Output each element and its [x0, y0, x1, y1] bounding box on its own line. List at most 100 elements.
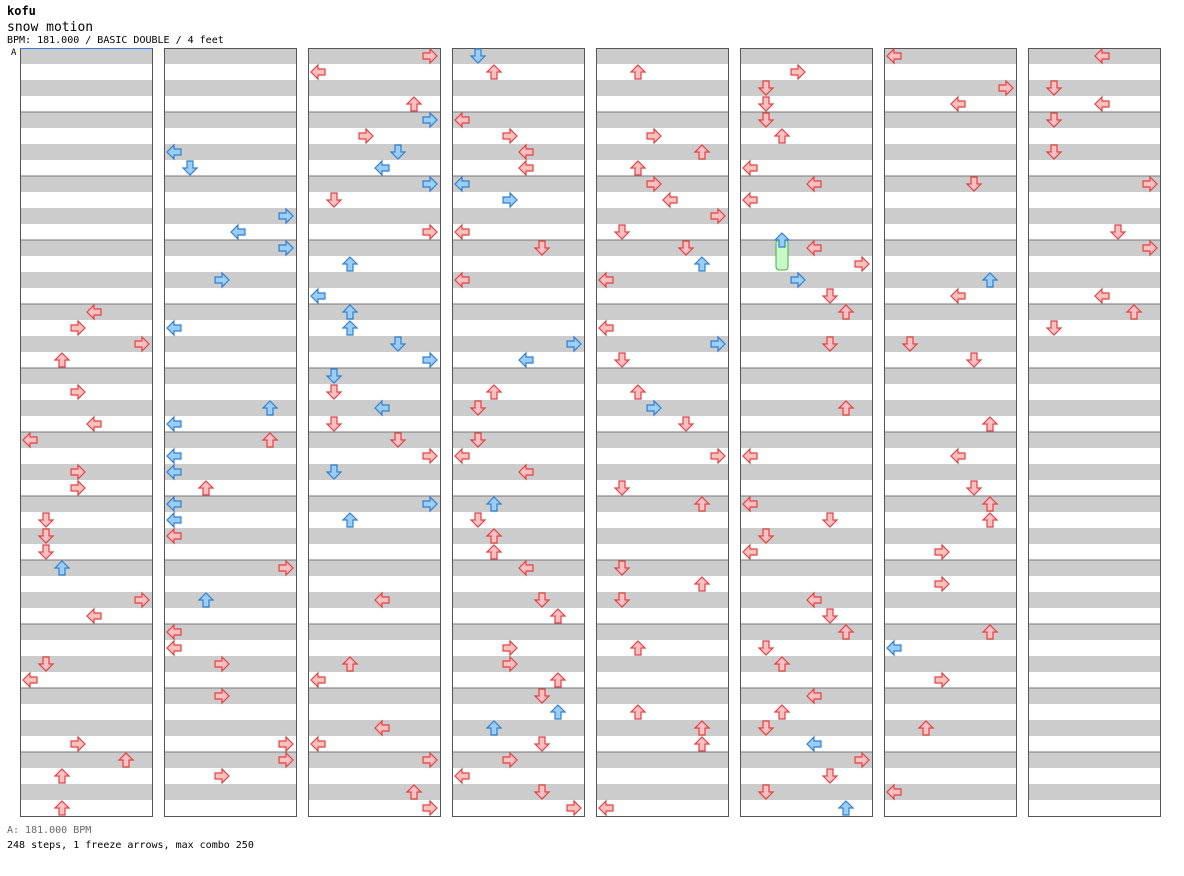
- step-arrow: [566, 335, 582, 353]
- step-arrow: [422, 495, 438, 513]
- step-arrow: [261, 432, 279, 448]
- step-arrow: [677, 240, 695, 256]
- step-arrow: [742, 495, 758, 513]
- step-arrow: [598, 271, 614, 289]
- step-arrow: [422, 351, 438, 369]
- stripe-row: [596, 336, 728, 352]
- stripe-row: [884, 240, 1016, 256]
- stripe-row: [740, 528, 872, 544]
- step-arrow: [773, 656, 791, 672]
- stripe-row: [308, 208, 440, 224]
- stripe-row: [596, 624, 728, 640]
- step-arrow: [454, 223, 470, 241]
- stripe-row: [596, 528, 728, 544]
- step-arrow: [230, 223, 246, 241]
- step-arrow: [53, 352, 71, 368]
- stripe-row: [1028, 368, 1160, 384]
- stripe-row: [164, 240, 296, 256]
- stripe-row: [1028, 304, 1160, 320]
- step-arrow: [469, 48, 487, 64]
- stripe-row: [452, 240, 584, 256]
- stripe-row: [740, 784, 872, 800]
- step-arrow: [214, 767, 230, 785]
- step-arrow: [742, 543, 758, 561]
- step-arrow: [469, 512, 487, 528]
- step-arrow: [341, 304, 359, 320]
- artist-name: kofu: [7, 4, 36, 18]
- stripe-row: [308, 400, 440, 416]
- stripe-row: [308, 240, 440, 256]
- step-arrow: [405, 96, 423, 112]
- step-arrow: [1109, 224, 1127, 240]
- step-arrow: [37, 528, 55, 544]
- step-arrow: [854, 255, 870, 273]
- stripe-row: [20, 528, 152, 544]
- stripe-row: [884, 752, 1016, 768]
- step-arrow: [886, 783, 902, 801]
- step-arrow: [358, 127, 374, 145]
- step-arrow: [518, 559, 534, 577]
- step-arrow: [613, 592, 631, 608]
- stripe-row: [884, 304, 1016, 320]
- step-arrow: [422, 47, 438, 65]
- stripe-row: [1028, 432, 1160, 448]
- stripe-row: [596, 48, 728, 64]
- step-arrow: [197, 480, 215, 496]
- step-arrow: [1094, 95, 1110, 113]
- step-arrow: [53, 560, 71, 576]
- stripe-row: [452, 560, 584, 576]
- stripe-row: [308, 144, 440, 160]
- stripe-row: [884, 176, 1016, 192]
- step-arrow: [422, 447, 438, 465]
- stripe-row: [452, 688, 584, 704]
- step-arrow: [166, 463, 182, 481]
- stripe-row: [740, 752, 872, 768]
- stripe-row: [884, 208, 1016, 224]
- step-arrow: [1142, 175, 1158, 193]
- step-arrow: [341, 256, 359, 272]
- stripe-row: [1028, 720, 1160, 736]
- stripe-row: [452, 272, 584, 288]
- step-arrow: [821, 336, 839, 352]
- step-arrow: [278, 735, 294, 753]
- step-arrow: [518, 143, 534, 161]
- stripe-row: [20, 208, 152, 224]
- stripe-row: [884, 464, 1016, 480]
- stripe-row: [308, 432, 440, 448]
- step-arrow: [454, 447, 470, 465]
- step-arrow: [629, 384, 647, 400]
- stripe-row: [596, 80, 728, 96]
- stripe-row: [884, 80, 1016, 96]
- stripe-row: [164, 464, 296, 480]
- step-arrow: [214, 655, 230, 673]
- stripe-row: [1028, 496, 1160, 512]
- stripe-row: [884, 336, 1016, 352]
- step-arrow: [981, 272, 999, 288]
- step-arrow: [981, 496, 999, 512]
- step-arrow: [86, 607, 102, 625]
- stripe-row: [308, 112, 440, 128]
- stripe-row: [20, 48, 152, 64]
- step-arrow: [710, 207, 726, 225]
- step-arrow: [806, 735, 822, 753]
- step-arrow: [374, 591, 390, 609]
- stripe-row: [596, 496, 728, 512]
- stripe-row: [308, 336, 440, 352]
- step-arrow: [629, 704, 647, 720]
- step-arrow: [37, 544, 55, 560]
- stripe-row: [596, 400, 728, 416]
- stripe-row: [740, 80, 872, 96]
- stripe-row: [452, 336, 584, 352]
- step-arrow: [693, 256, 711, 272]
- stripe-row: [164, 112, 296, 128]
- step-arrow: [821, 288, 839, 304]
- step-arrow: [934, 671, 950, 689]
- stripe-row: [884, 560, 1016, 576]
- step-arrow: [1094, 287, 1110, 305]
- stripe-row: [884, 144, 1016, 160]
- stripe-row: [740, 240, 872, 256]
- stripe-row: [20, 592, 152, 608]
- stripe-row: [740, 624, 872, 640]
- stripe-row: [164, 496, 296, 512]
- stripe-row: [308, 784, 440, 800]
